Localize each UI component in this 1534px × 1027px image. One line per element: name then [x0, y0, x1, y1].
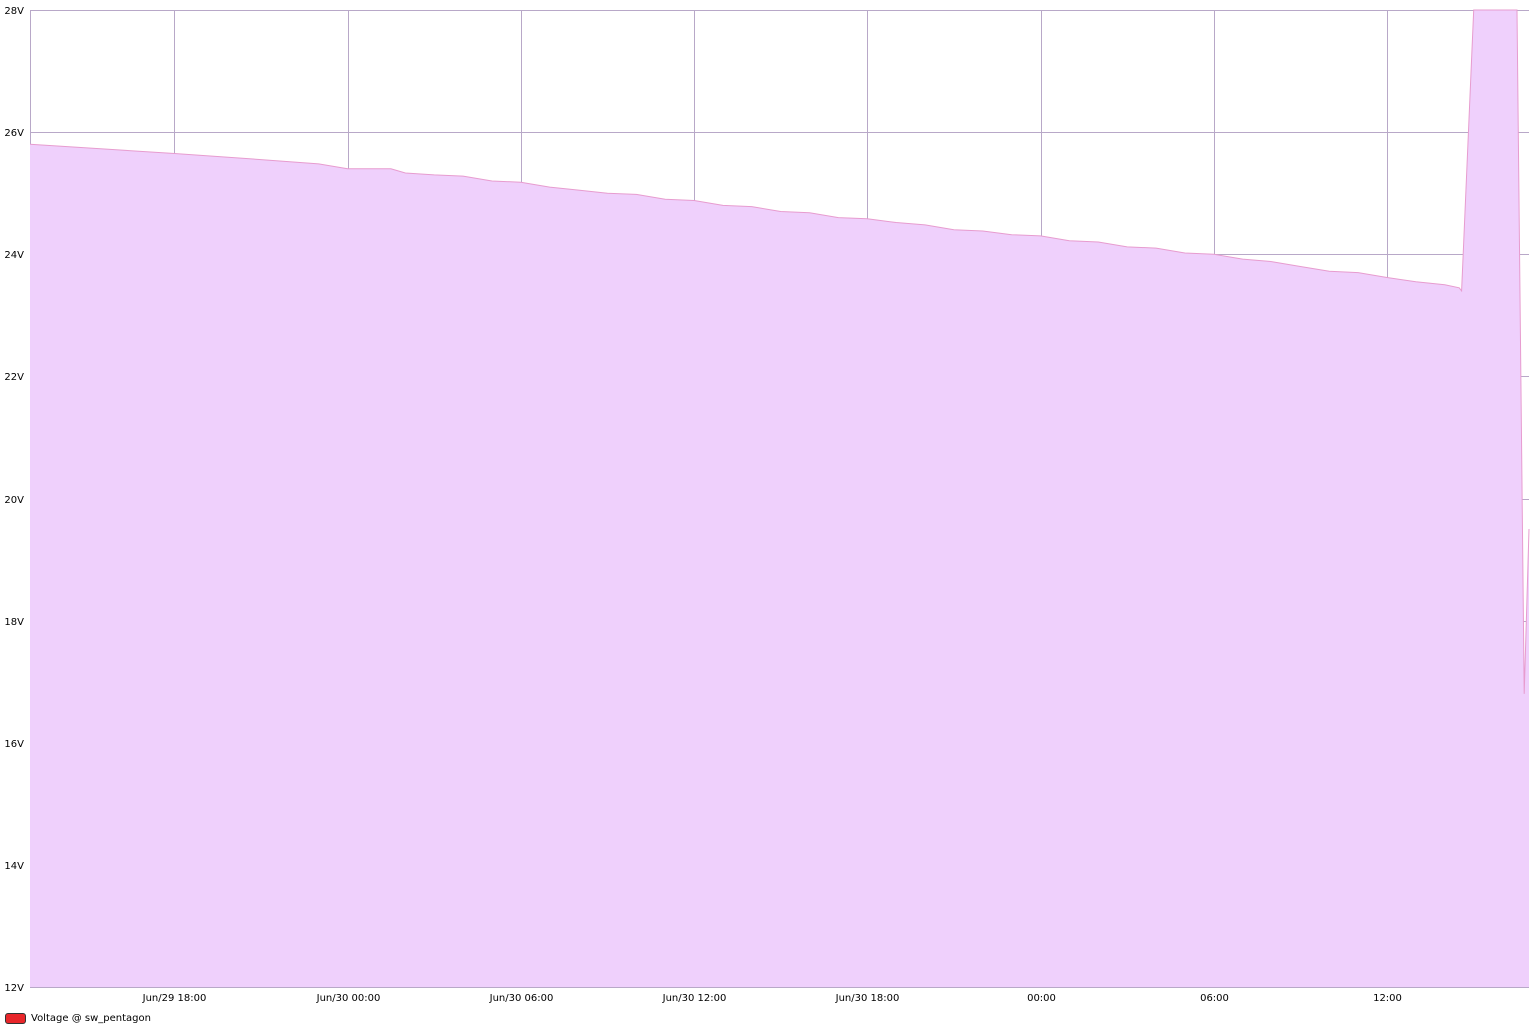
x-axis: Jun/29 18:00 Jun/30 00:00 Jun/30 06:00 Jun/… [142, 993, 1402, 1004]
x-tick-label: Jun/30 00:00 [316, 993, 381, 1004]
legend-label: Voltage @ sw_pentagon [31, 1012, 151, 1024]
x-tick-label: 06:00 [1200, 993, 1229, 1004]
y-tick-label: 18V [4, 617, 24, 628]
series-area-0 [30, 10, 1529, 987]
y-tick-label: 26V [4, 128, 24, 139]
legend: Voltage @ sw_pentagon [5, 1012, 151, 1024]
series-line-0 [29, 9, 1530, 694]
x-tick-label: Jun/30 06:00 [489, 993, 554, 1004]
y-tick-label: 14V [4, 861, 24, 872]
x-tick-label: Jun/29 18:00 [142, 993, 207, 1004]
y-tick-label: 22V [4, 372, 24, 383]
y-tick-label: 16V [4, 739, 24, 750]
x-tick-label: 12:00 [1373, 993, 1402, 1004]
y-tick-label: 20V [4, 495, 24, 506]
y-axis: 12V 14V 16V 18V 20V 22V 24V 26V 28V [4, 6, 24, 994]
legend-swatch [5, 1012, 26, 1024]
y-tick-label: 12V [4, 983, 24, 994]
y-tick-label: 24V [4, 250, 24, 261]
series-layer [29, 9, 1530, 987]
x-tick-label: 00:00 [1027, 993, 1056, 1004]
x-tick-label: Jun/30 12:00 [662, 993, 727, 1004]
x-tick-label: Jun/30 18:00 [835, 993, 900, 1004]
y-tick-label: 28V [4, 6, 24, 17]
